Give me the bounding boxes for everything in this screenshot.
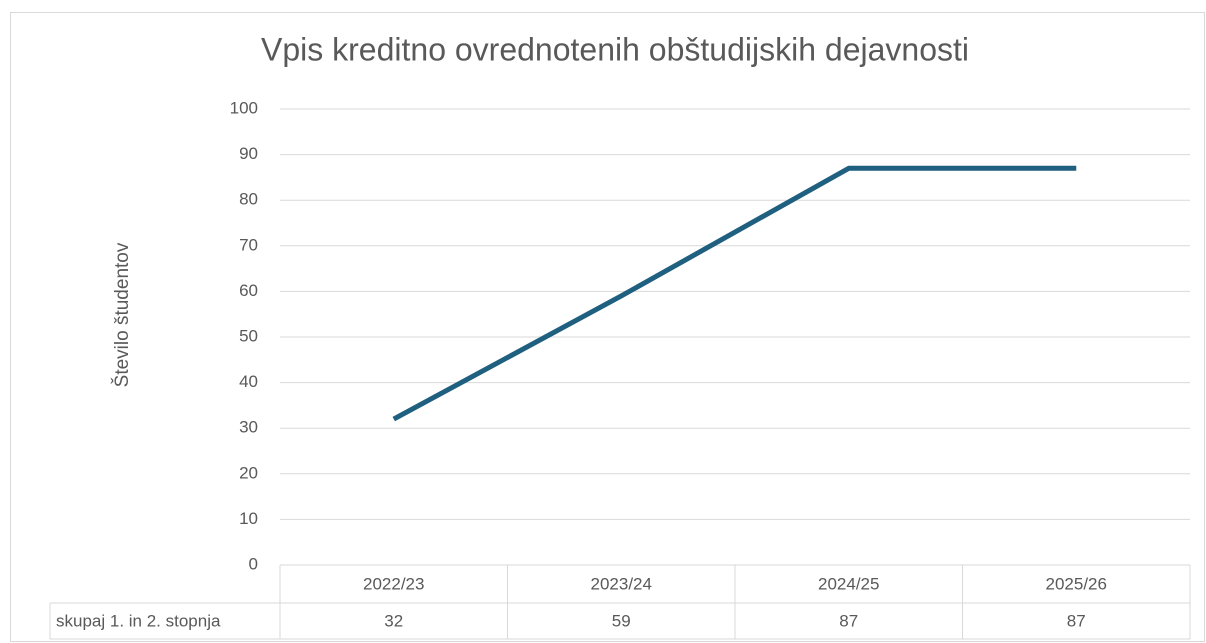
table-value: 87 <box>1067 611 1086 630</box>
y-tick-label: 60 <box>239 281 258 300</box>
y-tick-label: 90 <box>239 144 258 163</box>
chart-title: Vpis kreditno ovrednotenih obštudijskih … <box>261 31 969 67</box>
y-tick-label: 30 <box>239 418 258 437</box>
y-tick-label: 50 <box>239 326 258 345</box>
x-tick-label: 2023/24 <box>591 574 652 593</box>
y-tick-label: 40 <box>239 372 258 391</box>
chart-border <box>10 12 1205 642</box>
y-axis-label: Število študentov <box>111 242 133 387</box>
y-tick-label: 10 <box>239 509 258 528</box>
table-value: 87 <box>839 611 858 630</box>
x-tick-label: 2022/23 <box>363 574 424 593</box>
y-tick-label: 20 <box>239 463 258 482</box>
y-tick-label: 0 <box>249 554 258 573</box>
data-line <box>392 165 1077 422</box>
table-value: 32 <box>384 611 403 630</box>
y-tick-label: 80 <box>239 190 258 209</box>
y-tick-label: 100 <box>230 98 258 117</box>
legend-label: skupaj 1. in 2. stopnja <box>56 611 221 630</box>
x-tick-label: 2025/26 <box>1046 574 1107 593</box>
table-value: 59 <box>612 611 631 630</box>
y-tick-label: 70 <box>239 235 258 254</box>
x-tick-label: 2024/25 <box>818 574 879 593</box>
